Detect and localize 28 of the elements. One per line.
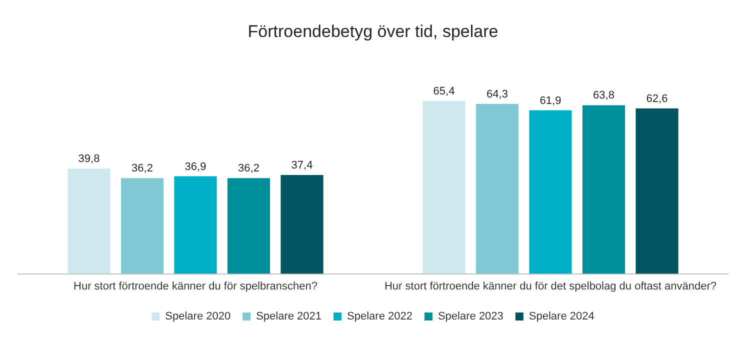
data-label: 65,4 xyxy=(433,86,455,98)
data-label: 61,9 xyxy=(540,94,562,107)
legend-label: Spelare 2020 xyxy=(165,310,231,323)
bar xyxy=(280,174,324,274)
bar xyxy=(636,108,678,274)
legend-label: Spelare 2021 xyxy=(256,310,322,323)
chart-title: Förtroendebetyg över tid, spelare xyxy=(248,22,498,41)
data-label: 63,8 xyxy=(593,90,614,102)
bar xyxy=(120,178,164,274)
bar xyxy=(422,100,466,274)
bar xyxy=(582,105,626,274)
bar xyxy=(529,110,572,274)
bar xyxy=(174,176,217,274)
x-tick-label: Hur stort förtroende känner du för spelbranschen? xyxy=(74,280,318,292)
data-label: 37,4 xyxy=(291,160,313,172)
data-label: 36,2 xyxy=(132,162,153,175)
data-label: 36,9 xyxy=(184,160,206,173)
data-label: 62,6 xyxy=(646,92,668,105)
data-label: 64,3 xyxy=(486,88,508,100)
bar xyxy=(227,178,270,274)
bar xyxy=(68,168,110,274)
legend-label: Spelare 2022 xyxy=(347,310,412,323)
data-label: 36,2 xyxy=(238,162,260,175)
x-tick-label: Hur stort förtroende känner du för det spelbolag du oftast använder? xyxy=(384,280,717,292)
bar xyxy=(476,104,519,274)
data-label: 39,8 xyxy=(78,153,100,166)
legend-label: Spelare 2024 xyxy=(528,310,594,323)
legend-label: Spelare 2023 xyxy=(438,310,504,323)
